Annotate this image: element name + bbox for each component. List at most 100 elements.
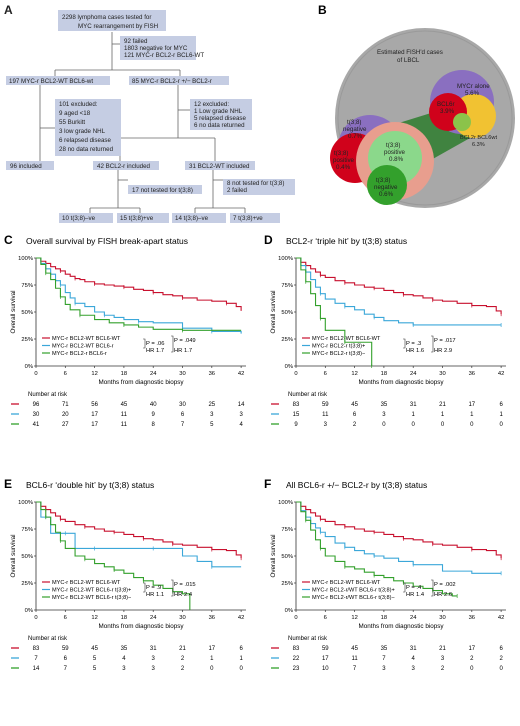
risk-count: 6 [181,412,185,418]
risk-count: 3 [122,666,126,672]
risk-count: 45 [351,646,358,652]
risk-count: 17 [208,646,215,652]
risk-count: 3 [324,422,328,428]
risk-count: 59 [322,402,329,408]
risk-count: 45 [91,646,98,652]
risk-count: 71 [62,402,69,408]
risk-count: 8 [152,422,156,428]
y-tick-label: 0% [285,364,293,370]
x-axis-label: Months from diagnostic biopsy [358,623,444,630]
risk-count: 17 [468,402,475,408]
x-tick-label: 36 [469,371,475,377]
risk-count: 11 [351,656,358,662]
x-tick-label: 18 [381,371,387,377]
risk-count: 35 [381,646,388,652]
x-tick-label: 42 [498,371,504,377]
risk-count: 2 [470,656,474,662]
legend-label: MYC-r BCL2-WT BCL6-WT [52,580,121,586]
risk-count: 96 [33,402,40,408]
risk-count: 7 [353,666,357,672]
x-tick-label: 24 [410,615,417,621]
risk-count: 0 [470,666,474,672]
y-tick-label: 0% [25,364,33,370]
panel-letter: C [4,233,13,247]
legend-label: MYC-r BCL2-r t(3;8)− [312,351,365,357]
km-panels: C Overall survival by FISH break-apart st… [4,233,506,672]
stat-bracket [171,335,174,353]
stat-bracket [143,338,146,349]
risk-count: 22 [293,656,300,662]
y-tick-label: 50% [281,554,293,560]
overlap-circle [453,113,471,131]
b-mycr-2: 5.6% [465,90,480,97]
box-result-10 [59,213,113,223]
risk-count: 7 [181,422,185,428]
flow-boxes [6,10,295,223]
excl2-line2: 1 Low grade NHL [194,108,243,115]
risk-count: 17 [322,656,329,662]
km-panel-e: E BCL6-r ‘double hit’ by t(3;8) status 0% 2… [4,477,246,672]
box-failed-line1: 92 failed [124,38,148,45]
x-tick-label: 6 [64,371,67,377]
y-tick-label: 75% [21,283,33,289]
stat-hr1: HR 1.4 [406,592,425,598]
x-tick-label: 30 [179,615,185,621]
stat-bracket [431,335,434,353]
x-tick-label: 30 [439,371,445,377]
stat-bracket [403,338,406,349]
risk-header: Number at risk [288,636,328,642]
risk-count: 3 [152,656,156,662]
risk-count: 2 [441,666,445,672]
x-tick-label: 12 [351,615,357,621]
risk-count: 35 [381,402,388,408]
x-tick-label: 30 [179,371,185,377]
flow-texts: 2298 lymphoma cases tested for MYC rearr… [9,14,284,222]
box-top-line1: 2298 lymphoma cases tested for [62,14,151,21]
risk-count: 30 [33,412,40,418]
b-pos2-3: 0.8% [389,156,404,163]
stat-bracket [143,582,146,593]
risk-count: 1 [239,656,243,662]
risk-count: 14 [33,666,40,672]
y-tick-label: 75% [281,283,293,289]
risk-count: 31 [410,402,417,408]
risk-count: 0 [239,666,243,672]
risk-count: 5 [93,666,97,672]
x-tick-label: 12 [351,371,357,377]
risk-count: 6 [499,402,503,408]
legend-label: MYC-r BCL2-r/WT BCL6-r t(3;8)− [312,595,395,601]
x-tick-label: 18 [121,615,127,621]
risk-count: 0 [441,422,445,428]
risk-count: 83 [293,646,300,652]
box-included-42 [93,161,159,170]
x-tick-label: 0 [294,615,297,621]
risk-count: 2 [353,422,357,428]
risk-count: 0 [499,666,503,672]
km-curve-green [296,501,458,597]
legend-label: MYC-r BCL2-WT BCL6-WT [52,336,121,342]
box-result-7 [230,213,280,223]
km-curve-red [36,257,242,311]
km-curve-blue [36,501,242,568]
stat-hr2: HR 2.9 [434,348,452,354]
b-neg2-2: negative [374,184,398,191]
r15-text: 15 t(3;8)+ve [120,215,154,222]
excl1-line4: 3 low grade NHL [59,128,106,135]
risk-header: Number at risk [28,636,68,642]
x-axis-label: Months from diagnostic biopsy [98,623,184,630]
risk-count: 7 [64,666,68,672]
x-tick-label: 6 [324,371,327,377]
risk-count: 2 [181,656,185,662]
box-excluded-12 [190,99,252,130]
panel-b: B Estimated FISH'd cases of LBCL MYCr al… [318,3,515,208]
y-tick-label: 100% [278,500,293,506]
box-top [58,10,166,31]
panel-letter: D [264,233,273,247]
x-tick-label: 6 [64,615,67,621]
risk-count: 1 [412,412,416,418]
risk-count: 20 [62,412,69,418]
x-tick-label: 12 [91,371,97,377]
legend-label: MYC-r BCL2-WT BCL6-r t(3;8)+ [52,588,131,594]
km-curve-red [296,257,502,315]
